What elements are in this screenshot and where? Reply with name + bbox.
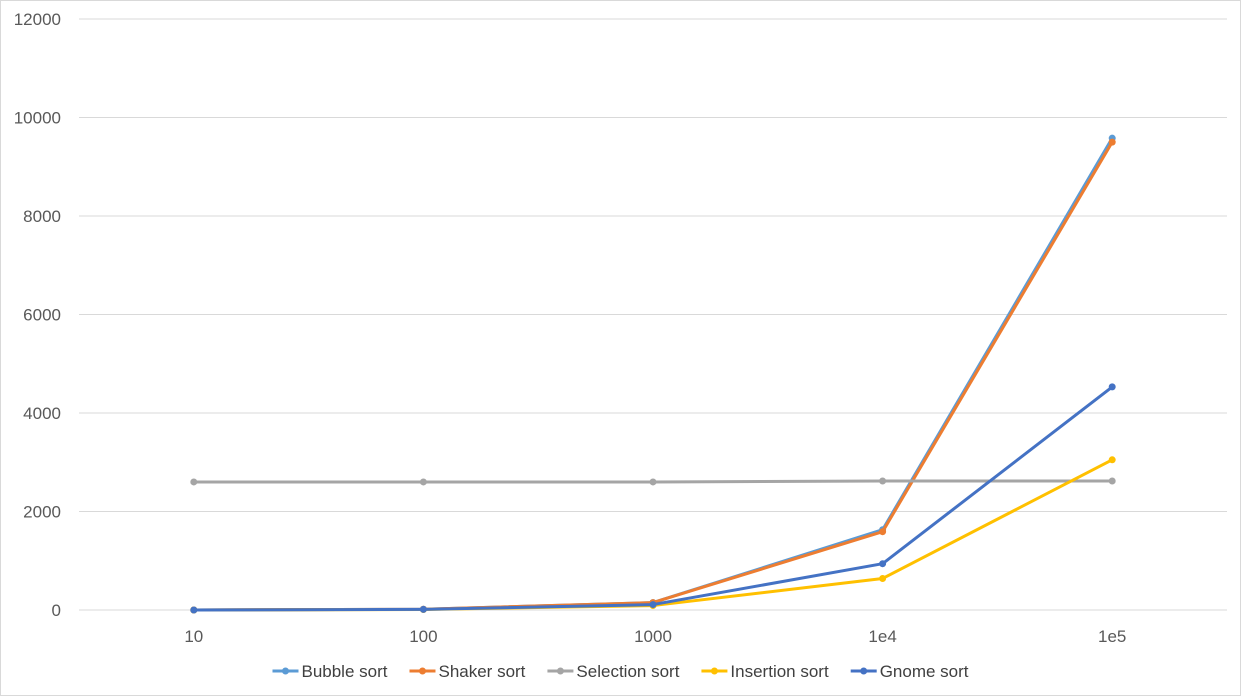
data-point <box>1108 477 1116 485</box>
legend-label: Selection sort <box>576 662 679 681</box>
legend-label: Bubble sort <box>301 662 387 681</box>
data-point <box>649 478 657 486</box>
legend-marker <box>556 667 564 675</box>
x-tick-label: 1e5 <box>1098 627 1126 646</box>
legend-item-insertion-sort: Insertion sort <box>701 662 829 681</box>
legend-label: Shaker sort <box>438 662 525 681</box>
y-tick-label: 4000 <box>23 404 61 423</box>
series-gnome-sort <box>190 383 1116 614</box>
legend-item-shaker-sort: Shaker sort <box>409 662 526 681</box>
x-tick-label: 10 <box>184 627 203 646</box>
legend-item-bubble-sort: Bubble sort <box>272 662 388 681</box>
data-point <box>1108 138 1116 146</box>
series-lines <box>190 134 1116 614</box>
y-tick-label: 2000 <box>23 503 61 522</box>
series-line <box>192 140 1114 612</box>
legend-item-gnome-sort: Gnome sort <box>850 662 969 681</box>
legend-marker <box>281 667 289 675</box>
y-tick-label: 8000 <box>23 207 61 226</box>
data-point <box>1108 383 1116 391</box>
legend-marker <box>860 667 868 675</box>
data-point <box>649 601 657 609</box>
legend-label: Gnome sort <box>880 662 969 681</box>
legend-label: Insertion sort <box>730 662 829 681</box>
legend-item-selection-sort: Selection sort <box>547 662 680 681</box>
data-point <box>419 478 427 486</box>
legend-marker <box>710 667 718 675</box>
gridlines <box>79 18 1227 611</box>
data-point <box>1108 456 1116 464</box>
x-tick-label: 1000 <box>634 627 672 646</box>
y-tick-label: 10000 <box>14 109 61 128</box>
data-point <box>419 605 427 613</box>
series-shaker-sort <box>190 138 1116 614</box>
data-point <box>879 528 887 536</box>
data-point <box>190 478 198 486</box>
series-line <box>192 385 1114 612</box>
y-tick-label: 0 <box>52 601 61 620</box>
y-tick-label: 6000 <box>23 306 61 325</box>
data-point <box>879 560 887 568</box>
axes: 0 2000 4000 6000 8000 10000 12000 10 100 1000 1e4 1… <box>14 10 1127 646</box>
y-tick-label: 12000 <box>14 10 61 29</box>
legend: Bubble sort Shaker sort Selection sort Inse… <box>272 662 969 681</box>
legend-marker <box>418 667 426 675</box>
series-selection-sort <box>190 477 1116 486</box>
data-point <box>879 574 887 582</box>
x-tick-label: 100 <box>409 627 437 646</box>
data-point <box>879 477 887 485</box>
x-tick-label: 1e4 <box>868 627 896 646</box>
data-point <box>190 606 198 614</box>
